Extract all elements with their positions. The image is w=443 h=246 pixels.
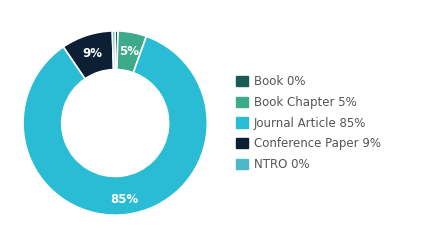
Wedge shape (63, 31, 113, 79)
Wedge shape (112, 31, 115, 70)
Legend: Book 0%, Book Chapter 5%, Journal Article 85%, Conference Paper 9%, NTRO 0%: Book 0%, Book Chapter 5%, Journal Articl… (236, 75, 381, 171)
Text: 9%: 9% (83, 47, 103, 60)
Wedge shape (117, 31, 146, 73)
Wedge shape (115, 31, 118, 70)
Text: 85%: 85% (110, 193, 138, 206)
Wedge shape (23, 36, 207, 215)
Text: 5%: 5% (119, 45, 139, 58)
